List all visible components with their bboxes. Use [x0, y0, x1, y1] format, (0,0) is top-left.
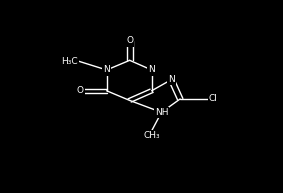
Text: Cl: Cl [209, 94, 218, 103]
Text: N: N [148, 65, 155, 74]
Text: N: N [168, 75, 175, 84]
Text: H₃C: H₃C [61, 57, 78, 66]
Text: NH: NH [155, 108, 168, 117]
Text: O: O [126, 36, 133, 46]
Text: O: O [77, 86, 84, 95]
Text: N: N [103, 65, 110, 74]
Text: CH₃: CH₃ [143, 131, 160, 140]
